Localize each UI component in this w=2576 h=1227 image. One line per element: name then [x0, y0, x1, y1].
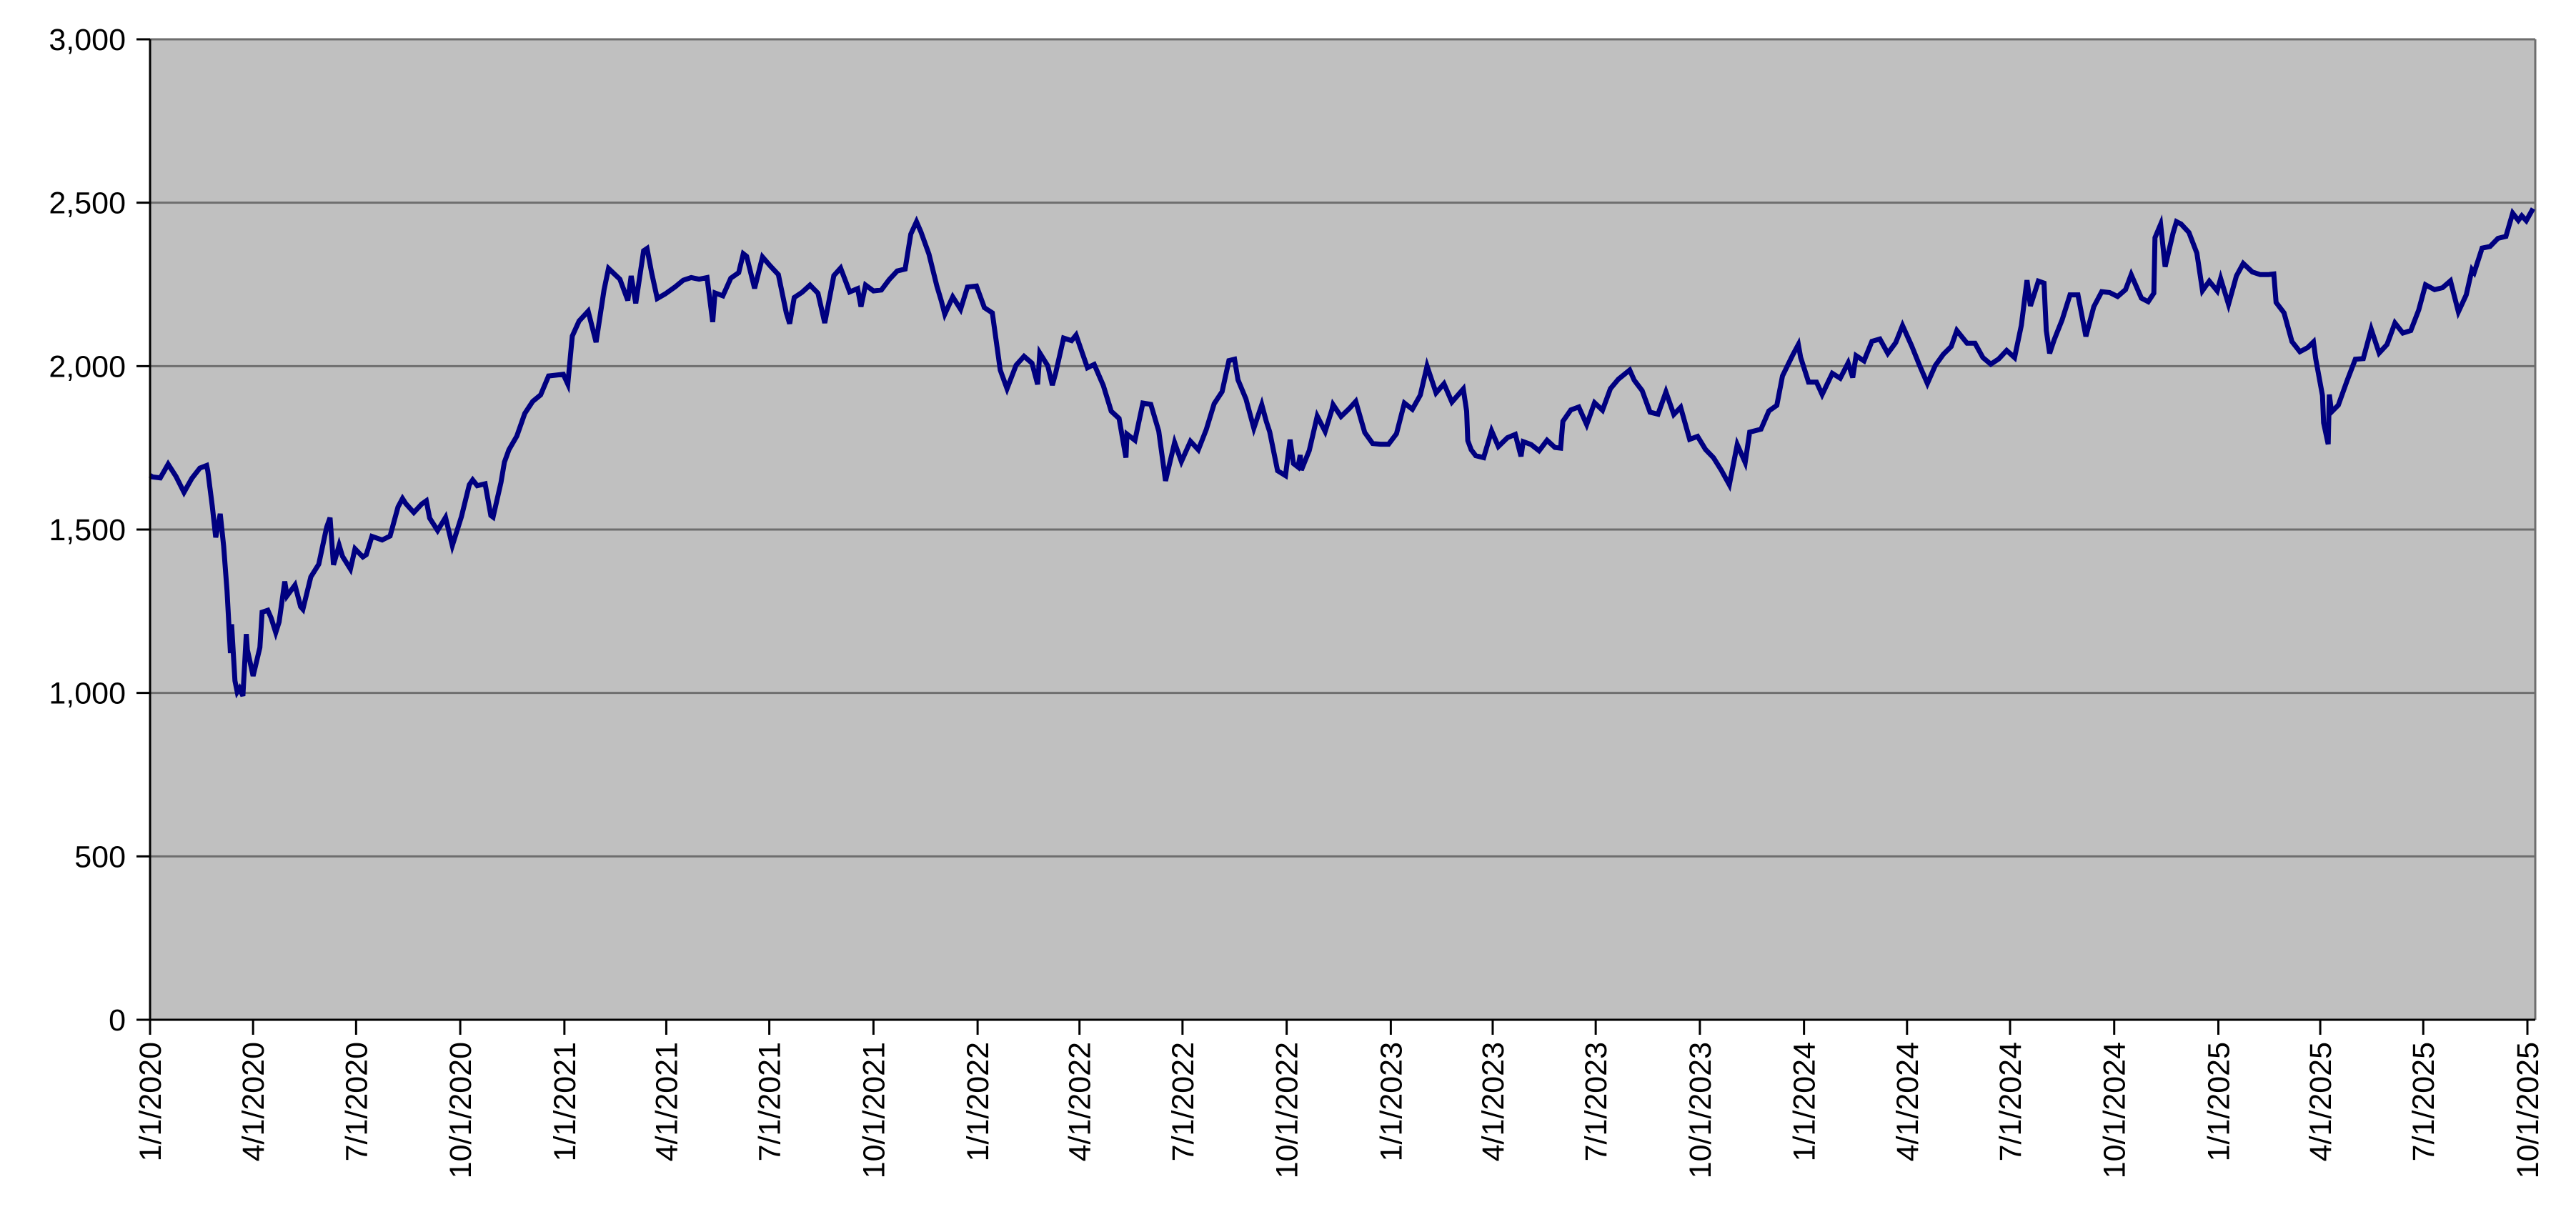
x-tick-label-1/1/2022: 1/1/2022 [961, 1042, 995, 1161]
x-tick-label-1/1/2021: 1/1/2021 [548, 1042, 582, 1161]
y-tick-label-1500: 1,500 [49, 513, 126, 547]
series-line-index-value [148, 207, 2535, 699]
x-tick-label-10/1/2020: 10/1/2020 [444, 1042, 478, 1178]
y-tick-label-0: 0 [109, 1003, 126, 1038]
y-axis-labels: 0 500 1,000 1,500 2,000 2,500 3,000 [49, 23, 126, 1038]
x-tick-label-1/1/2025: 1/1/2025 [2202, 1042, 2236, 1161]
x-tick-label-4/1/2025: 4/1/2025 [2304, 1042, 2338, 1161]
x-tick-label-10/1/2024: 10/1/2024 [2098, 1042, 2132, 1178]
y-axis-ticks [136, 38, 150, 1021]
y-tick-label-3000: 3,000 [49, 23, 126, 57]
x-tick-label-10/1/2021: 10/1/2021 [857, 1042, 891, 1178]
data-series [148, 207, 2535, 699]
x-tick-label-7/1/2021: 7/1/2021 [753, 1042, 787, 1161]
x-tick-label-10/1/2025: 10/1/2025 [2511, 1042, 2545, 1178]
x-tick-label-1/1/2024: 1/1/2024 [1788, 1042, 1822, 1161]
x-axis-labels: 1/1/2020 4/1/2020 7/1/2020 10/1/2020 1/1/202… [134, 1042, 2545, 1178]
x-tick-label-4/1/2023: 4/1/2023 [1476, 1042, 1511, 1161]
y-tick-label-2000: 2,000 [49, 349, 126, 384]
y-tick-label-500: 500 [74, 840, 126, 874]
x-tick-label-1/1/2020: 1/1/2020 [134, 1042, 168, 1161]
x-tick-label-4/1/2020: 4/1/2020 [237, 1042, 271, 1161]
x-tick-label-7/1/2024: 7/1/2024 [1994, 1042, 2028, 1161]
x-tick-label-7/1/2025: 7/1/2025 [2407, 1042, 2441, 1161]
x-tick-label-7/1/2022: 7/1/2022 [1166, 1042, 1200, 1161]
x-tick-label-7/1/2023: 7/1/2023 [1579, 1042, 1613, 1161]
gridlines [150, 38, 2537, 1020]
x-tick-label-4/1/2021: 4/1/2021 [650, 1042, 684, 1161]
x-tick-label-4/1/2024: 4/1/2024 [1891, 1042, 1925, 1161]
x-tick-label-1/1/2023: 1/1/2023 [1374, 1042, 1408, 1161]
x-axis-ticks [149, 1020, 2529, 1035]
y-tick-label-1000: 1,000 [49, 677, 126, 711]
x-tick-label-7/1/2020: 7/1/2020 [339, 1042, 374, 1161]
x-tick-label-4/1/2022: 4/1/2022 [1063, 1042, 1098, 1161]
x-tick-label-10/1/2022: 10/1/2022 [1270, 1042, 1305, 1178]
y-tick-label-2500: 2,500 [49, 187, 126, 221]
x-tick-label-10/1/2023: 10/1/2023 [1684, 1042, 1718, 1178]
